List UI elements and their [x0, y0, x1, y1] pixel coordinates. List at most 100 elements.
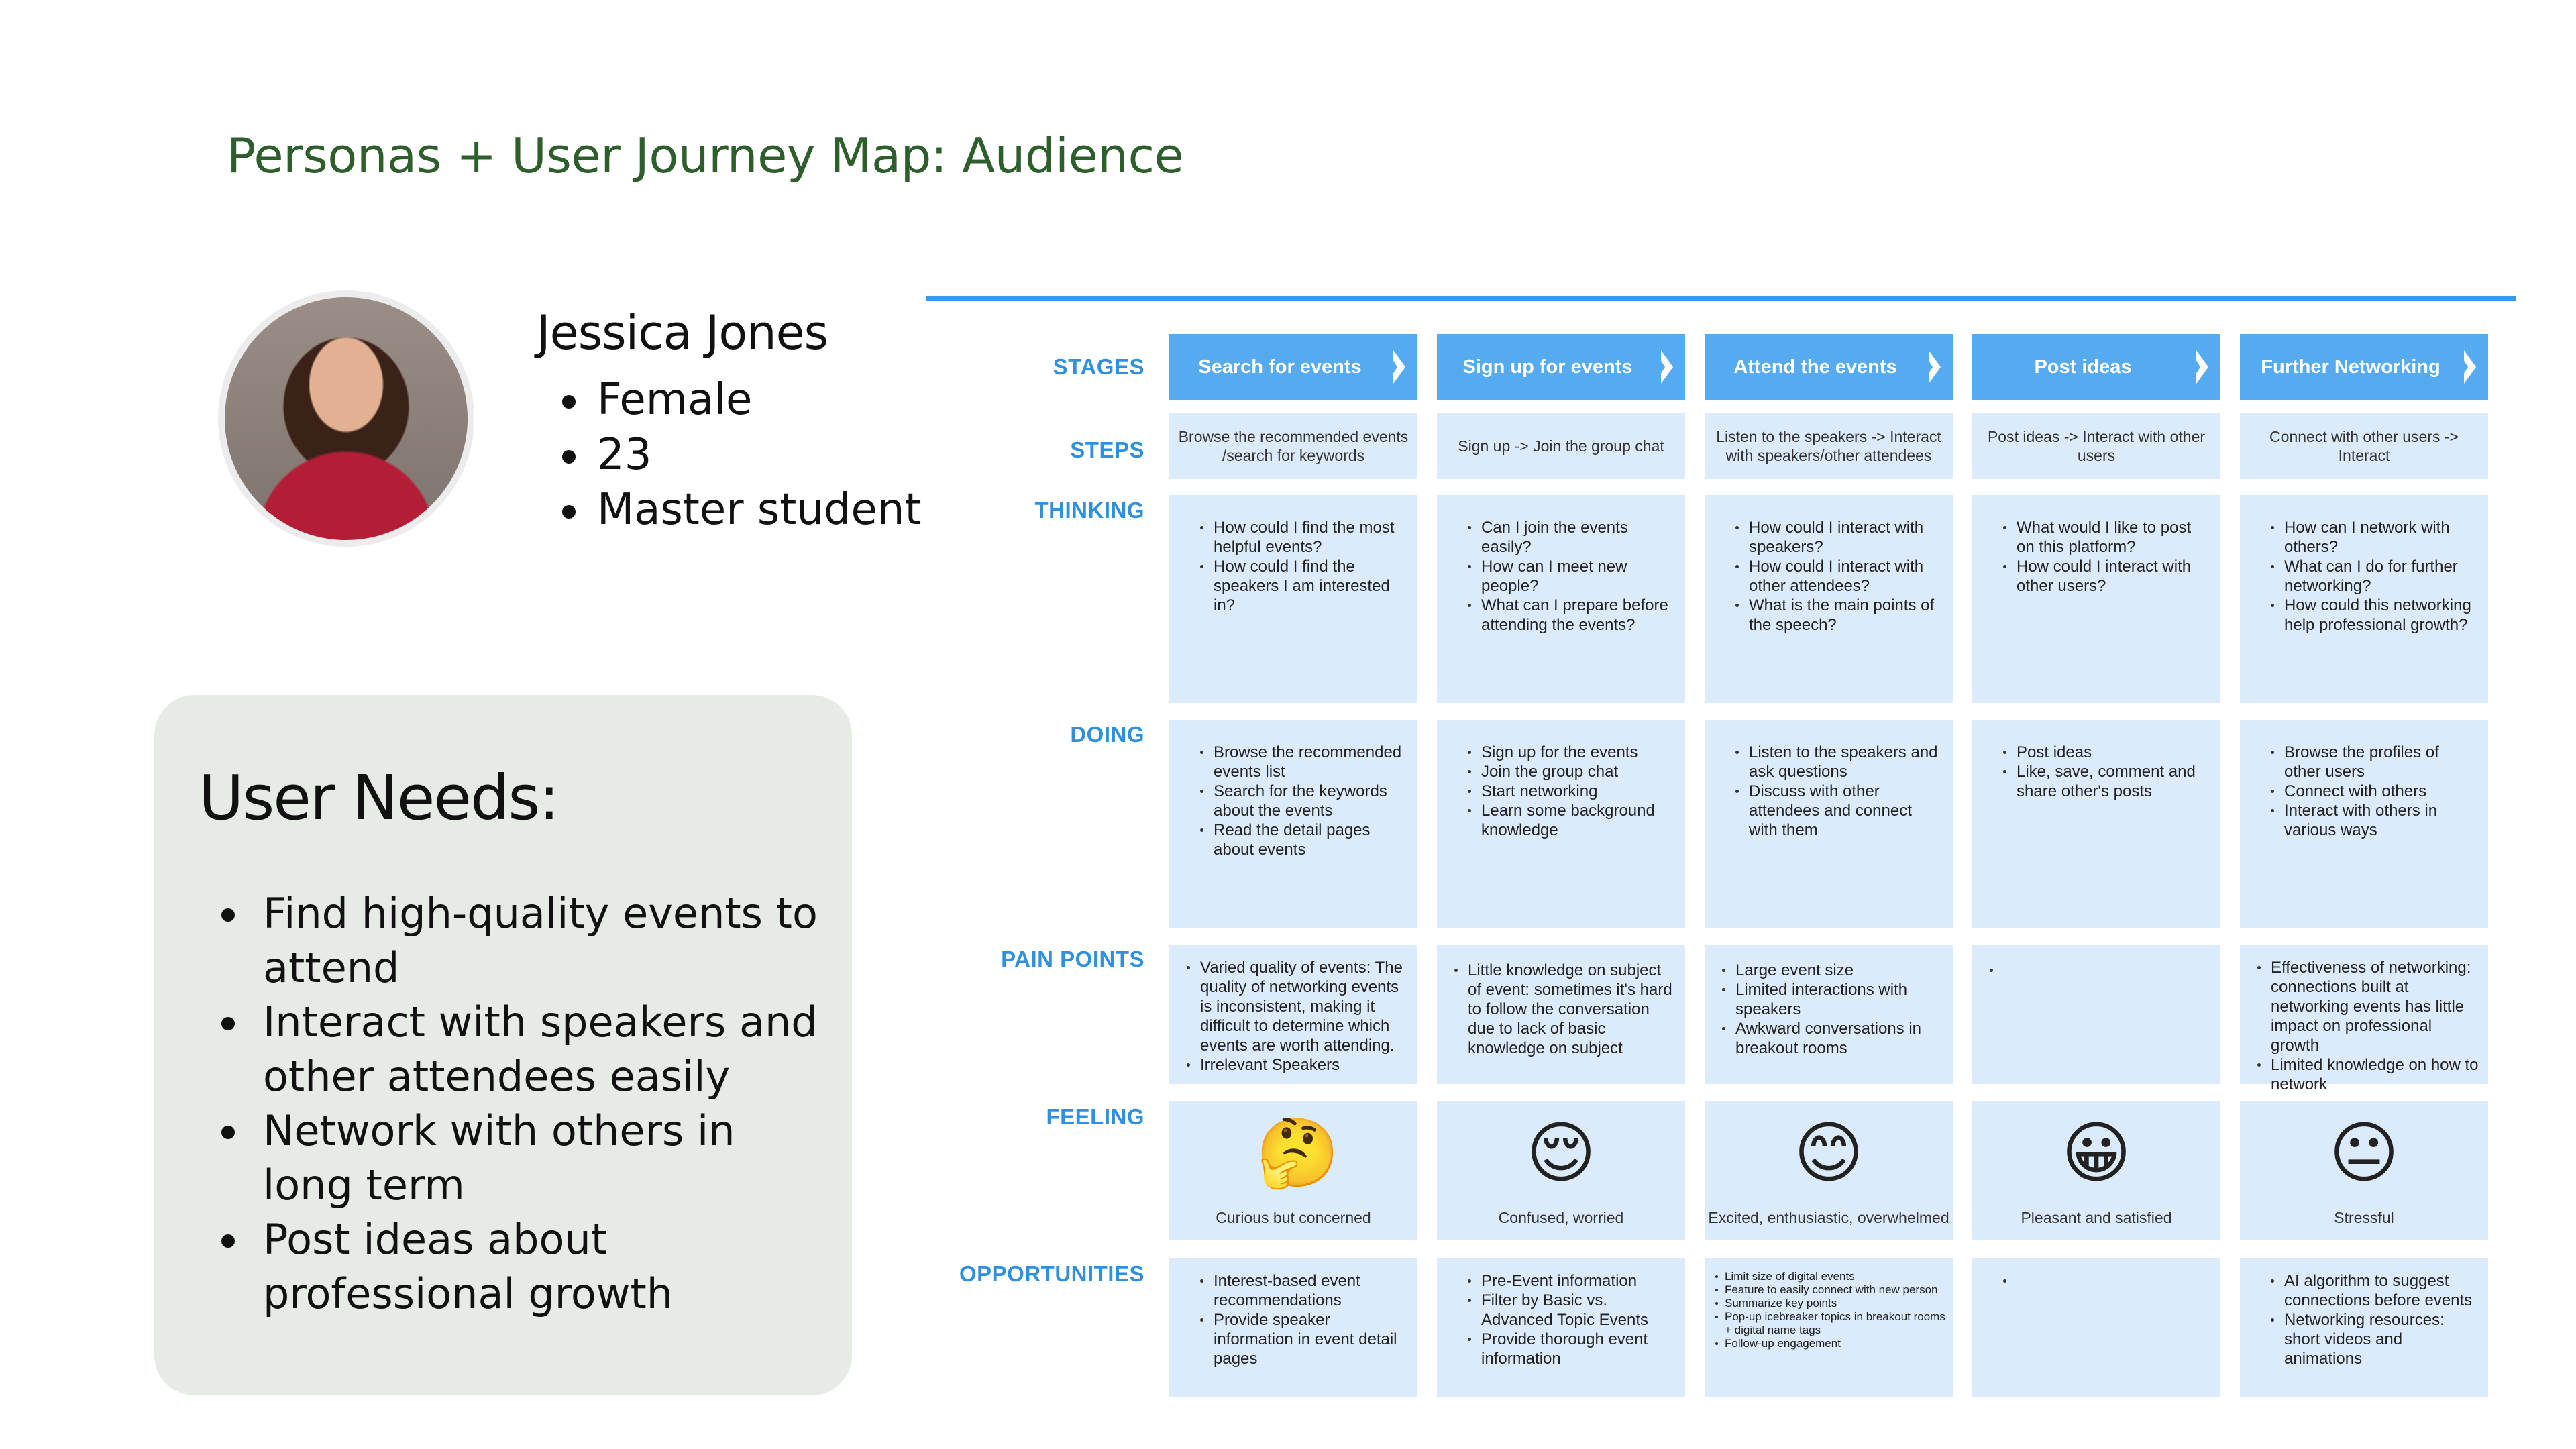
thinking-list: How can I network with others? What can … — [2240, 495, 2488, 635]
opportunities-list: Pre-Event information Filter by Basic vs… — [1437, 1258, 1685, 1368]
opportunity-item: Interest-based event recommendations — [1200, 1271, 1408, 1310]
opportunities-cell: Pre-Event information Filter by Basic vs… — [1437, 1258, 1685, 1397]
opportunities-list — [1972, 1258, 2220, 1283]
chevron-right-icon — [1657, 350, 1673, 384]
doing-list: Sign up for the events Join the group ch… — [1437, 720, 1685, 840]
stage-post-ideas: Post ideas — [1972, 334, 2220, 400]
thinking-item: What would I like to post on this platfo… — [2003, 518, 2211, 557]
doing-item: Learn some background knowledge — [1468, 801, 1676, 840]
opportunities-list: Interest-based event recommendations Pro… — [1169, 1258, 1417, 1368]
page-title: Personas + User Journey Map: Audience — [227, 127, 1184, 184]
thinking-item: How could I interact with other attendee… — [1735, 557, 1943, 596]
pain-points-cell: Large event size Limited interactions wi… — [1705, 945, 1953, 1084]
opportunity-item: Provide thorough event information — [1468, 1330, 1676, 1368]
opportunity-item: AI algorithm to suggest connections befo… — [2271, 1271, 2479, 1310]
doing-item: Interact with others in various ways — [2271, 801, 2479, 840]
thinking-cell: How can I network with others? What can … — [2240, 495, 2488, 703]
steps-cell: Browse the recommended events /search fo… — [1169, 413, 1417, 479]
pain-point-item: Little knowledge on subject of event: so… — [1454, 961, 1676, 1058]
pain-points-cell — [1972, 945, 2220, 1084]
doing-cell: Browse the recommended events list Searc… — [1169, 720, 1417, 928]
user-needs-list: Find high-quality events to attend Inter… — [221, 886, 826, 1321]
opportunity-item: Limit size of digital events — [1715, 1270, 1946, 1283]
opportunity-item: Pop-up icebreaker topics in breakout roo… — [1715, 1310, 1945, 1336]
opportunities-list: AI algorithm to suggest connections befo… — [2240, 1258, 2488, 1368]
pain-point-item: Effectiveness of networking: connections… — [2257, 958, 2479, 1055]
stage-label: Search for events — [1198, 356, 1362, 378]
row-label-doing: DOING — [1070, 722, 1144, 747]
opportunities-cell: Interest-based event recommendations Pro… — [1169, 1258, 1417, 1397]
doing-item: Read the detail pages about events — [1200, 820, 1408, 859]
thinking-face-icon: 🤔 — [1256, 1114, 1340, 1192]
doing-item: Like, save, comment and share other's po… — [2003, 762, 2211, 801]
doing-item: Connect with others — [2271, 782, 2479, 801]
user-needs-panel: User Needs: Find high-quality events to … — [154, 695, 852, 1395]
feeling-cell: 😐 Stressful — [2240, 1101, 2488, 1240]
steps-cell: Post ideas -> Interact with other users — [1972, 413, 2220, 479]
thinking-item: How could I interact with other users? — [2003, 557, 2211, 596]
feeling-cell: 🤔 Curious but concerned — [1169, 1101, 1417, 1240]
thinking-list: How could I interact with speakers? How … — [1705, 495, 1953, 635]
row-label-feeling: FEELING — [1046, 1104, 1144, 1129]
persona-avatar — [218, 290, 474, 547]
pain-points-list — [1972, 945, 2220, 972]
chevron-right-icon — [2460, 350, 2476, 384]
chevron-right-icon — [2192, 350, 2208, 384]
row-label-steps: STEPS — [1070, 437, 1144, 462]
feeling-text: Excited, enthusiastic, overwhelmed — [1708, 1209, 1949, 1226]
doing-item: Start networking — [1468, 782, 1676, 801]
pain-point-item: Limited interactions with speakers — [1722, 980, 1943, 1019]
opportunity-item: Filter by Basic vs. Advanced Topic Event… — [1468, 1291, 1676, 1330]
chevron-right-icon — [1925, 350, 1941, 384]
opportunity-item: Summarize key points — [1715, 1297, 1946, 1310]
opportunities-cell — [1972, 1258, 2220, 1397]
feeling-cell: 😀 Pleasant and satisfied — [1972, 1101, 2220, 1240]
user-need-item: Post ideas about professional growth — [221, 1212, 826, 1321]
pain-points-cell: Little knowledge on subject of event: so… — [1437, 945, 1685, 1084]
journey-map-top-rule — [926, 296, 2516, 301]
feeling-text: Stressful — [2334, 1209, 2394, 1226]
feeling-cell: 😊 Excited, enthusiastic, overwhelmed — [1705, 1101, 1953, 1240]
stage-label: Post ideas — [2034, 356, 2132, 378]
thinking-list: Can I join the events easily? How can I … — [1437, 495, 1685, 635]
thinking-item: How could this networking help professio… — [2271, 596, 2479, 635]
doing-item: Search for the keywords about the events — [1200, 782, 1408, 820]
user-need-item: Find high-quality events to attend — [221, 886, 826, 995]
doing-cell: Browse the profiles of other users Conne… — [2240, 720, 2488, 928]
doing-cell: Sign up for the events Join the group ch… — [1437, 720, 1685, 928]
pain-point-item: Varied quality of events: The quality of… — [1187, 958, 1408, 1055]
thinking-cell: How could I find the most helpful events… — [1169, 495, 1417, 703]
opportunity-item: Pre-Event information — [1468, 1271, 1676, 1291]
stage-further-networking: Further Networking — [2240, 334, 2488, 400]
row-label-pain-points: PAIN POINTS — [1001, 947, 1144, 971]
persona-age: 23 — [562, 427, 922, 482]
thinking-item: How can I network with others? — [2271, 518, 2479, 557]
feeling-cell: 😌 Confused, worried — [1437, 1101, 1685, 1240]
pain-points-cell: Varied quality of events: The quality of… — [1169, 945, 1417, 1084]
feeling-text: Pleasant and satisfied — [2021, 1209, 2172, 1226]
thinking-list: How could I find the most helpful events… — [1169, 495, 1417, 615]
thinking-item: Can I join the events easily? — [1468, 518, 1676, 557]
thinking-list: What would I like to post on this platfo… — [1972, 495, 2220, 596]
opportunities-cell: AI algorithm to suggest connections befo… — [2240, 1258, 2488, 1397]
doing-item: Browse the recommended events list — [1200, 743, 1408, 782]
doing-item: Listen to the speakers and ask questions — [1735, 743, 1943, 782]
doing-list: Listen to the speakers and ask questions… — [1705, 720, 1953, 840]
stage-attend-the-events: Attend the events — [1705, 334, 1953, 400]
stage-label: Further Networking — [2261, 356, 2440, 378]
row-label-thinking: THINKING — [1034, 498, 1144, 523]
opportunities-list: Limit size of digital events Feature to … — [1705, 1258, 1953, 1350]
pain-points-list: Effectiveness of networking: connections… — [2240, 945, 2488, 1094]
pain-points-list: Large event size Limited interactions wi… — [1705, 945, 1953, 1058]
doing-cell: Post ideas Like, save, comment and share… — [1972, 720, 2220, 928]
user-need-item: Interact with speakers and other attende… — [221, 995, 826, 1104]
pain-points-cell: Effectiveness of networking: connections… — [2240, 945, 2488, 1093]
doing-list: Post ideas Like, save, comment and share… — [1972, 720, 2220, 801]
thinking-item: What is the main points of the speech? — [1735, 596, 1943, 635]
thinking-item: How could I interact with speakers? — [1735, 518, 1943, 557]
doing-cell: Listen to the speakers and ask questions… — [1705, 720, 1953, 928]
thinking-item: How could I find the speakers I am inter… — [1200, 557, 1408, 615]
opportunity-item: Follow-up engagement — [1715, 1337, 1946, 1350]
pain-point-item: Large event size — [1722, 961, 1943, 980]
thinking-cell: Can I join the events easily? How can I … — [1437, 495, 1685, 703]
